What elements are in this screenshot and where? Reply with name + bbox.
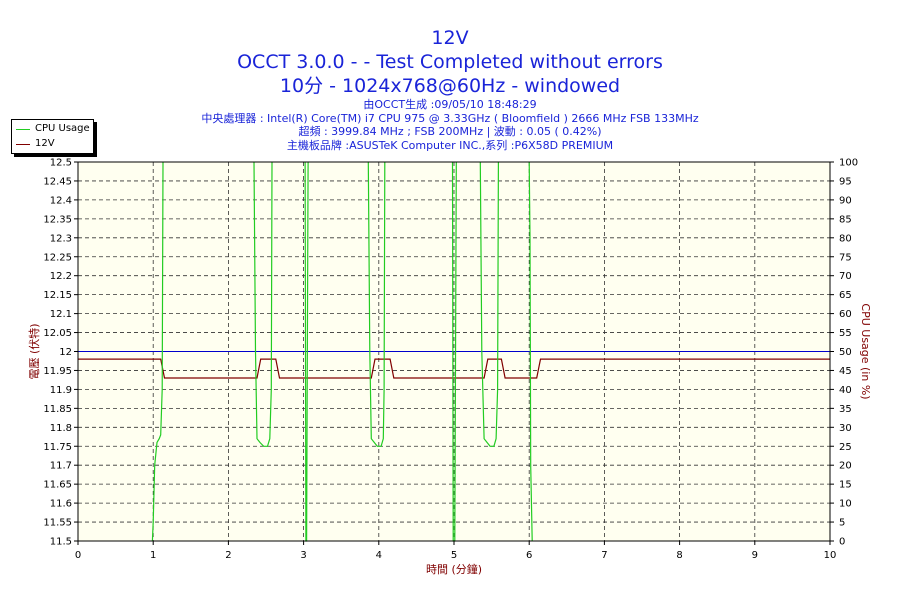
y-right-tick-label: 75 bbox=[839, 252, 852, 263]
chart-title: 12V bbox=[431, 27, 469, 49]
x-tick-label: 8 bbox=[676, 550, 682, 561]
series-cpu-usage-line bbox=[367, 161, 386, 447]
x-tick-label: 0 bbox=[75, 550, 81, 561]
y-right-tick-label: 45 bbox=[839, 366, 852, 377]
x-tick-label: 5 bbox=[451, 550, 457, 561]
y-left-tick-label: 12.5 bbox=[50, 158, 72, 169]
info-overclock: 超頻 : 3999.84 MHz ; FSB 200MHz | 波動 : 0.0… bbox=[298, 125, 602, 138]
y-right-tick-label: 95 bbox=[839, 176, 852, 187]
y-left-tick-label: 12.15 bbox=[43, 290, 72, 301]
y-left-tick-label: 11.8 bbox=[50, 423, 72, 434]
series-cpu-usage-line bbox=[479, 161, 499, 447]
info-cpu: 中央處理器 : Intel(R) Core(TM) i7 CPU 975 @ 3… bbox=[201, 111, 699, 125]
x-tick-label: 3 bbox=[300, 550, 306, 561]
y-left-tick-label: 11.85 bbox=[43, 404, 72, 415]
y-left-tick-label: 12.25 bbox=[43, 252, 72, 263]
x-tick-label: 4 bbox=[376, 550, 382, 561]
y-left-tick-label: 12.2 bbox=[50, 271, 72, 282]
y-left-tick-label: 11.75 bbox=[43, 442, 72, 453]
x-axis-label: 時間 (分鐘) bbox=[426, 562, 482, 576]
x-tick-label: 7 bbox=[601, 550, 607, 561]
y-right-tick-label: 25 bbox=[839, 442, 852, 453]
y-right-tick-label: 65 bbox=[839, 290, 852, 301]
series-cpu-usage-line bbox=[253, 161, 273, 447]
y-right-tick-label: 10 bbox=[839, 499, 852, 510]
series-cpu-usage-line bbox=[528, 161, 533, 542]
y-left-tick-label: 12.4 bbox=[50, 195, 72, 206]
y-right-tick-label: 80 bbox=[839, 233, 852, 244]
y-left-tick-label: 11.55 bbox=[43, 518, 72, 529]
chart-subtitle-2: 10分 - 1024x768@60Hz - windowed bbox=[279, 75, 621, 97]
y-left-tick-label: 11.7 bbox=[50, 461, 72, 472]
y-right-tick-label: 50 bbox=[839, 347, 852, 358]
y-right-tick-label: 5 bbox=[839, 518, 845, 529]
y-left-tick-label: 12.45 bbox=[43, 176, 72, 187]
info-motherboard: 主機板品牌 :ASUSTeK Computer INC.,系列 :P6X58D … bbox=[286, 138, 614, 152]
y-left-tick-label: 12.3 bbox=[50, 233, 72, 244]
y-left-axis-label: 電壓 (伏特) bbox=[27, 323, 41, 379]
y-right-axis-label: CPU Usage (in %) bbox=[859, 303, 872, 399]
y-right-tick-label: 70 bbox=[839, 271, 852, 282]
y-left-tick-label: 11.95 bbox=[43, 366, 72, 377]
y-left-tick-label: 12 bbox=[59, 347, 72, 358]
legend-label-cpu: CPU Usage bbox=[35, 123, 90, 134]
x-tick-label: 2 bbox=[225, 550, 231, 561]
y-right-tick-label: 60 bbox=[839, 309, 852, 320]
legend-swatch-12v bbox=[16, 144, 30, 145]
y-left-tick-label: 12.35 bbox=[43, 214, 72, 225]
y-right-tick-label: 100 bbox=[839, 158, 858, 169]
y-right-tick-label: 30 bbox=[839, 423, 852, 434]
y-right-tick-label: 0 bbox=[839, 537, 845, 548]
y-right-tick-label: 15 bbox=[839, 480, 852, 491]
y-right-tick-label: 40 bbox=[839, 385, 852, 396]
x-tick-label: 10 bbox=[824, 550, 837, 561]
legend-label-12v: 12V bbox=[35, 138, 55, 149]
y-left-tick-label: 11.5 bbox=[50, 537, 72, 548]
y-right-tick-label: 90 bbox=[839, 195, 852, 206]
chart-subtitle: OCCT 3.0.0 - - Test Completed without er… bbox=[237, 51, 663, 73]
y-left-tick-label: 11.65 bbox=[43, 480, 72, 491]
info-generated: 由OCCT生成 :09/05/10 18:48:29 bbox=[363, 98, 537, 111]
y-left-tick-label: 12.05 bbox=[43, 328, 72, 339]
x-tick-label: 6 bbox=[526, 550, 532, 561]
series-cpu-usage-line bbox=[151, 161, 164, 542]
y-left-tick-label: 12.1 bbox=[50, 309, 72, 320]
x-tick-label: 1 bbox=[150, 550, 156, 561]
y-right-tick-label: 20 bbox=[839, 461, 852, 472]
y-right-tick-label: 35 bbox=[839, 404, 852, 415]
y-right-tick-label: 55 bbox=[839, 328, 852, 339]
x-tick-label: 9 bbox=[752, 550, 758, 561]
chart-legend: CPU Usage 12V bbox=[11, 119, 94, 154]
y-left-tick-label: 11.9 bbox=[50, 385, 72, 396]
y-left-tick-label: 11.6 bbox=[50, 499, 72, 510]
legend-swatch-cpu bbox=[16, 129, 30, 130]
y-right-tick-label: 85 bbox=[839, 214, 852, 225]
chart-titles: 12V OCCT 3.0.0 - - Test Completed withou… bbox=[0, 26, 900, 152]
series-12v-line bbox=[78, 358, 830, 379]
